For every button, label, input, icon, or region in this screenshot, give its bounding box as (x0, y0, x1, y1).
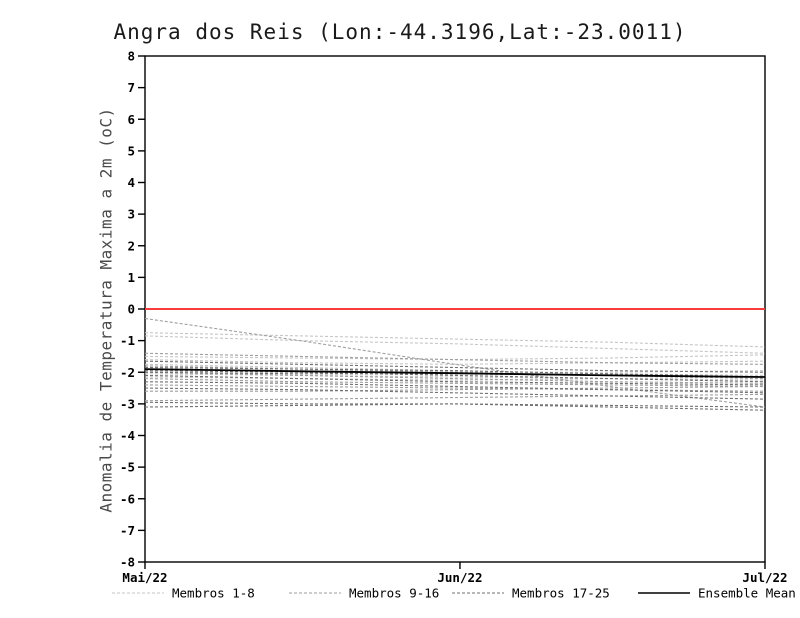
y-tick-label: -8 (120, 555, 135, 570)
ensemble-member-line (144, 360, 766, 373)
y-tick-label: 2 (127, 238, 135, 253)
y-tick-label: 3 (127, 207, 135, 222)
y-tick-label: 4 (127, 175, 135, 190)
ensemble-member-line (144, 403, 766, 411)
ensemble-member-line (144, 374, 766, 386)
ensemble-mean-line (144, 368, 766, 378)
legend-label: Membros 1-8 (172, 586, 255, 601)
y-tick-label: 8 (127, 49, 135, 64)
y-tick-label: -2 (120, 365, 135, 380)
y-tick-label: -1 (120, 333, 135, 348)
legend-label: Membros 17-25 (512, 586, 610, 601)
ensemble-member-line (144, 387, 766, 400)
y-tick-label: -7 (120, 523, 135, 538)
ensemble-member-line (144, 354, 766, 361)
chart-title: Angra dos Reis (Lon:-44.3196,Lat:-23.001… (113, 20, 687, 44)
y-tick-label: -6 (120, 491, 135, 506)
y-tick-label: -3 (120, 396, 135, 411)
ensemble-member-line (144, 376, 766, 381)
ensemble-member-line (144, 378, 766, 388)
ensemble-member-line (144, 393, 766, 402)
ensemble-member-line (145, 385, 766, 392)
ensemble-member-line (144, 370, 766, 383)
ensemble-member-line (144, 352, 766, 365)
ensemble-member-line (144, 366, 766, 378)
x-tick-label: Jul/22 (742, 570, 787, 585)
y-tick-label: 6 (127, 112, 135, 127)
legend-label: Ensemble Mean (698, 586, 796, 601)
y-tick-label: 7 (127, 80, 135, 95)
x-tick-label: Jun/22 (437, 570, 482, 585)
y-tick-label: 1 (127, 270, 135, 285)
ensemble-member-line (144, 371, 766, 384)
ensemble-member-line (144, 401, 766, 408)
y-tick-label: -4 (120, 428, 135, 443)
ensemble-member-line (144, 359, 766, 365)
ensemble-member-line (144, 317, 766, 408)
y-tick-label: -5 (120, 460, 135, 475)
ensemble-member-line (144, 332, 766, 348)
ensemble-member-line (144, 335, 766, 354)
y-tick-label: 5 (127, 143, 135, 158)
ensemble-member-line (144, 381, 766, 394)
legend-label: Membros 9-16 (349, 586, 439, 601)
y-tick-label: 0 (127, 302, 135, 317)
x-tick-label: Mai/22 (122, 570, 167, 585)
